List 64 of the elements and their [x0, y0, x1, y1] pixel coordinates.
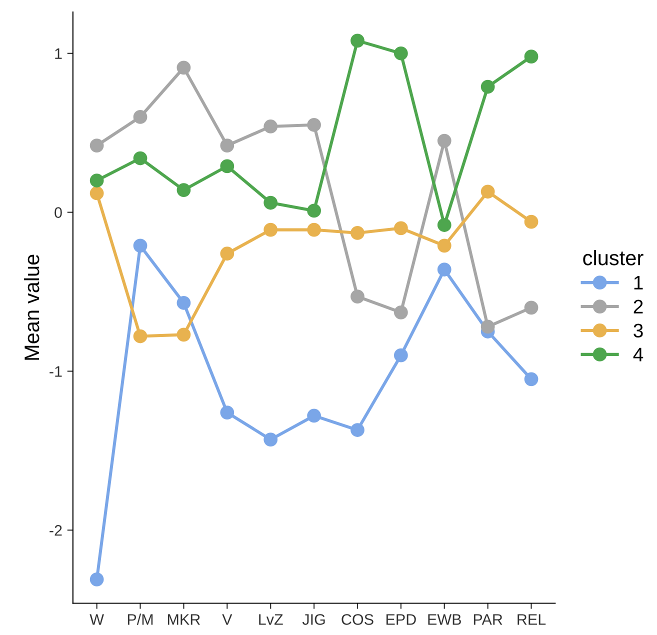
point [133, 329, 148, 344]
point [220, 406, 234, 420]
x-tick-label: EPD [386, 614, 416, 625]
point [307, 222, 321, 237]
point [524, 50, 538, 64]
legend-title: cluster [583, 250, 644, 266]
point [480, 80, 495, 94]
point [394, 46, 408, 60]
x-tick-label: V [222, 614, 232, 625]
x-tick-label: PAR [474, 614, 502, 625]
point [176, 296, 191, 310]
point [524, 372, 538, 386]
point [264, 120, 278, 134]
point [220, 159, 234, 174]
point [350, 226, 364, 240]
x-tick-label: JIG [302, 614, 325, 625]
point [90, 186, 104, 200]
point [394, 348, 408, 362]
point [307, 408, 321, 423]
point [176, 183, 191, 197]
point [264, 196, 278, 210]
point [133, 110, 148, 124]
x-tick-label: MKR [168, 614, 200, 625]
y-tick-label: 0 [54, 207, 62, 218]
point [90, 138, 104, 153]
point [480, 184, 495, 199]
x-tick-label: P/M [128, 614, 153, 625]
point [350, 34, 364, 48]
point [176, 328, 191, 342]
x-tick-label: EWB [428, 614, 461, 625]
point [176, 60, 191, 75]
point [133, 151, 148, 166]
point [437, 218, 452, 232]
legend-label: 4 [633, 348, 644, 362]
y-tick-label: -1 [50, 366, 62, 377]
point [350, 290, 364, 304]
point [480, 320, 495, 334]
point [394, 305, 408, 320]
y-tick-label: 1 [55, 48, 62, 59]
point [133, 238, 148, 253]
point [307, 118, 321, 132]
point [350, 423, 364, 437]
y-axis-title: Mean value [24, 254, 40, 360]
point [90, 572, 104, 586]
point [524, 300, 538, 315]
point [394, 221, 408, 236]
point [437, 134, 452, 148]
point [264, 432, 278, 447]
legend-label: 2 [634, 300, 643, 314]
legend-label: 3 [634, 324, 643, 338]
point [307, 204, 321, 218]
x-tick-label: LvZ [259, 614, 283, 625]
point [90, 174, 104, 188]
point [220, 246, 234, 261]
point [437, 262, 452, 276]
y-tick-label: -2 [50, 525, 62, 536]
x-tick-label: W [90, 614, 104, 625]
x-tick-label: REL [518, 614, 546, 625]
point [437, 238, 452, 253]
point [524, 214, 538, 229]
x-tick-label: COS [342, 614, 374, 625]
point [220, 138, 234, 153]
legend-label: 1 [634, 276, 643, 290]
point [264, 222, 278, 237]
